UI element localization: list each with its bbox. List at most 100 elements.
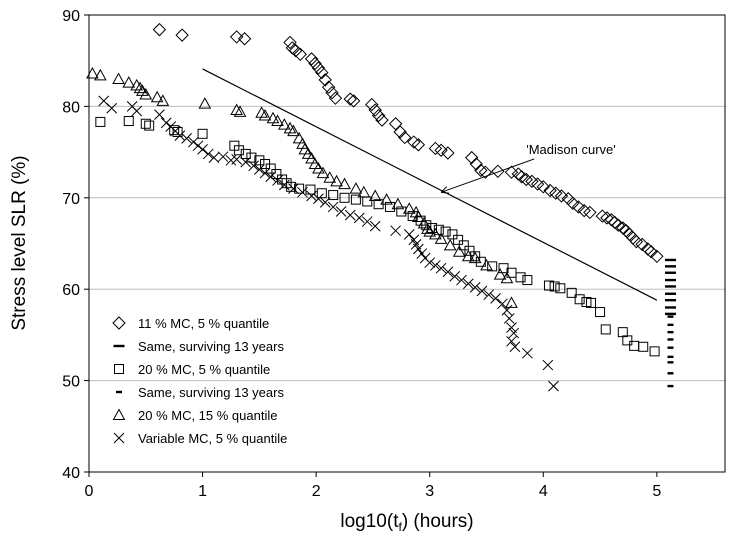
annotation-arrow-head xyxy=(440,186,450,194)
data-point xyxy=(313,193,324,205)
data-point xyxy=(462,278,474,290)
data-point xyxy=(522,347,533,359)
data-point xyxy=(543,280,554,291)
data-point xyxy=(522,275,533,286)
data-point xyxy=(160,117,172,129)
data-point xyxy=(311,61,326,75)
data-point xyxy=(154,109,165,120)
data-point xyxy=(297,186,308,198)
data-point xyxy=(343,92,357,106)
data-point xyxy=(441,146,455,160)
data-point xyxy=(428,141,443,156)
data-point xyxy=(133,81,147,94)
data-point xyxy=(318,73,332,87)
data-point xyxy=(321,80,336,94)
data-point xyxy=(468,251,482,264)
data-point xyxy=(277,118,291,130)
data-point xyxy=(508,327,520,339)
data-point xyxy=(493,268,507,280)
legend-marker xyxy=(112,408,126,420)
data-point xyxy=(649,346,660,357)
data-point xyxy=(349,182,363,194)
data-point xyxy=(174,130,186,142)
data-point xyxy=(86,66,99,79)
data-point xyxy=(583,205,597,220)
data-point xyxy=(233,105,247,117)
data-point xyxy=(327,201,339,213)
data-point xyxy=(197,128,208,139)
madison-curve xyxy=(202,68,658,301)
data-point xyxy=(506,322,517,333)
legend-label: 11 % MC, 5 % quantile xyxy=(138,316,269,331)
legend-label: Same, surviving 13 years xyxy=(138,385,284,400)
data-point xyxy=(230,103,243,116)
data-point xyxy=(294,183,305,194)
data-point xyxy=(152,22,167,37)
data-point xyxy=(283,121,297,134)
data-point xyxy=(611,218,625,232)
y-tick-label: 40 xyxy=(62,465,80,482)
data-point xyxy=(323,171,337,183)
data-point xyxy=(447,229,458,240)
data-point xyxy=(469,157,483,171)
data-point xyxy=(361,216,373,227)
legend-label: 20 % MC, 15 % quantile xyxy=(138,408,277,423)
data-point xyxy=(312,162,325,174)
data-point xyxy=(487,261,498,272)
data-point xyxy=(156,94,170,106)
x-tick-label: 4 xyxy=(539,483,548,500)
data-point xyxy=(509,341,521,353)
data-point xyxy=(198,97,212,109)
data-point xyxy=(411,138,426,152)
data-point xyxy=(469,282,481,293)
data-point xyxy=(192,140,204,152)
data-point xyxy=(574,294,585,305)
data-point xyxy=(140,118,151,129)
data-point xyxy=(390,225,401,237)
data-point xyxy=(293,47,307,62)
data-point xyxy=(548,380,559,392)
data-point xyxy=(402,202,416,214)
data-point xyxy=(172,126,183,137)
x-axis-title-main: log10(t xyxy=(340,511,399,532)
data-point xyxy=(440,226,451,237)
data-point xyxy=(434,143,448,157)
data-point xyxy=(483,289,495,301)
data-point xyxy=(384,201,395,212)
data-point xyxy=(429,227,442,240)
data-point xyxy=(500,271,514,284)
y-tick-label: 50 xyxy=(62,374,80,391)
x-tick-label: 1 xyxy=(198,483,207,500)
data-point xyxy=(306,190,317,202)
y-tick-label: 90 xyxy=(62,8,80,25)
data-point xyxy=(514,170,529,184)
gridlines xyxy=(89,105,725,382)
data-point xyxy=(316,166,330,179)
data-point xyxy=(130,78,144,91)
data-point xyxy=(566,196,580,210)
data-point xyxy=(287,124,300,137)
data-point xyxy=(357,185,371,198)
axis-ticks: 40 50 60 70 80 90 0 1 2 3 4 5 xyxy=(62,8,661,500)
y-tick-label: 80 xyxy=(62,99,80,116)
data-point xyxy=(449,271,461,282)
data-point xyxy=(278,179,290,191)
legend-marker xyxy=(113,432,125,444)
data-point xyxy=(106,102,118,114)
series-0 xyxy=(152,22,664,264)
madison-curve-line xyxy=(202,68,658,301)
data-point xyxy=(474,163,488,178)
data-point xyxy=(371,108,386,123)
data-point xyxy=(369,220,381,232)
series-5 xyxy=(98,95,559,392)
series-3 xyxy=(667,315,674,388)
legend-marker xyxy=(114,364,124,374)
data-point xyxy=(283,35,297,50)
data-point xyxy=(259,167,271,179)
legend-label: Same, surviving 13 years xyxy=(138,339,284,354)
data-point xyxy=(350,194,361,205)
data-point xyxy=(505,296,518,308)
data-point xyxy=(412,210,425,222)
data-point xyxy=(272,175,283,186)
data-point xyxy=(240,156,252,168)
